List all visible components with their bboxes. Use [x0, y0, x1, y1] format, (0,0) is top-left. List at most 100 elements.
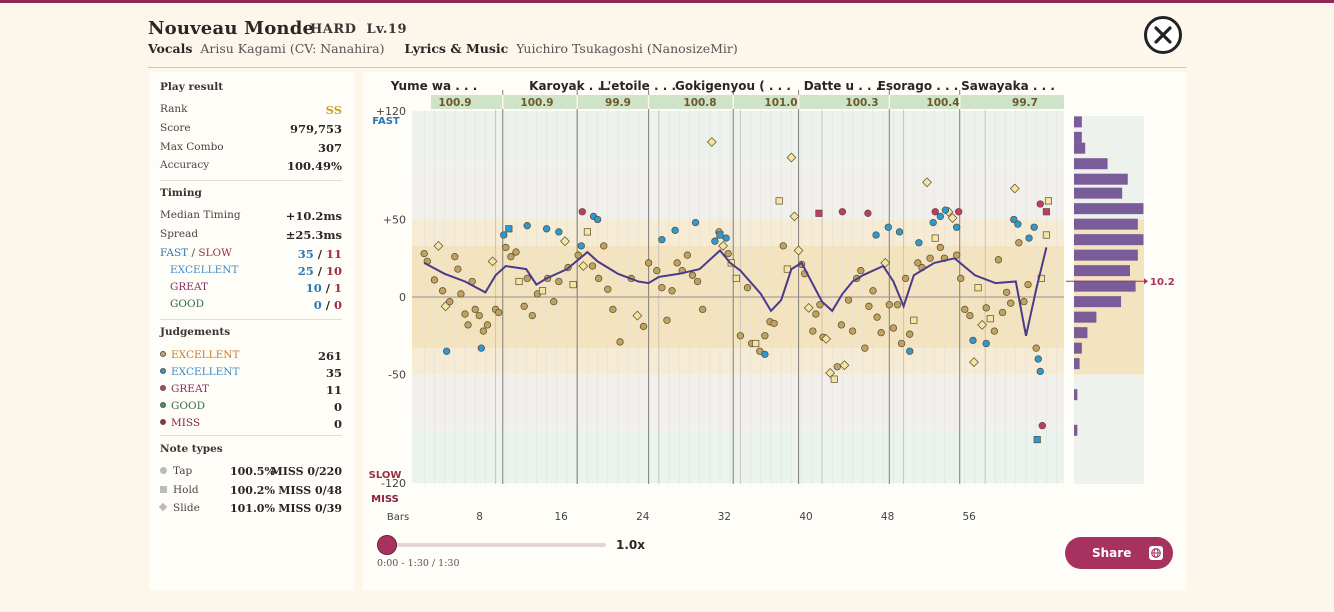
tap-icon [160, 466, 167, 474]
good-slow: 0 [333, 298, 342, 312]
judgement-label-wrap: GOOD [160, 400, 205, 412]
judgement-dot-icon [160, 351, 166, 357]
tap-label: Tap [173, 465, 193, 477]
note-type-slide-row: Slide 101.0% MISS 0/39 [158, 502, 342, 516]
score-value: 979,753 [289, 122, 342, 136]
judgement-count: 261 [317, 349, 342, 363]
accuracy-label: Accuracy [160, 159, 210, 171]
judgement-dot-icon [160, 368, 166, 374]
header-divider [148, 67, 1186, 68]
tap-pct: 100.5% [230, 465, 275, 478]
vocals-label: Vocals [148, 41, 193, 56]
slide-label: Slide [173, 502, 200, 514]
score-row: Score 979,753 [160, 122, 342, 136]
great-timing-value: 10 / 1 [305, 281, 342, 295]
timing-chart-panel [363, 72, 1186, 590]
note-types-heading: Note types [160, 443, 223, 455]
judgement-label-wrap: EXCELLENT [160, 349, 239, 361]
vocals-value: Arisu Kagami (CV: Nanahira) [200, 41, 385, 56]
note-type-hold-row: Hold 100.2% MISS 0/48 [160, 484, 342, 498]
difficulty-name: HARD [310, 22, 357, 37]
timing-heading: Timing [160, 187, 202, 199]
fast-label: FAST [160, 247, 189, 259]
spread-row: Spread ±25.3ms [160, 228, 342, 242]
judgement-count: 35 [325, 366, 342, 380]
share-button[interactable]: Share [1065, 537, 1173, 569]
judgement-row: GOOD 0 [160, 400, 342, 414]
hold-pct: 100.2% [230, 484, 275, 497]
accuracy-value: 100.49% [287, 159, 342, 173]
good-timing-value: 0 / 0 [313, 298, 342, 312]
max-combo-value: 307 [317, 141, 342, 155]
song-credits: Vocals Arisu Kagami (CV: Nanahira) Lyric… [148, 41, 738, 56]
judgement-row: EXCELLENT 261 [160, 349, 342, 363]
excellent-slow: 10 [325, 264, 342, 278]
top-accent-bar [0, 0, 1334, 3]
judgement-label-wrap: GREAT [160, 383, 209, 395]
score-label: Score [160, 122, 191, 134]
close-button[interactable] [1144, 16, 1182, 54]
difficulty-label: HARD Lv.19 [310, 22, 407, 37]
slow-label: SLOW [198, 247, 232, 259]
lyrics-label: Lyrics & Music [404, 41, 509, 56]
excellent-timing-row: EXCELLENT 25 / 10 [160, 264, 342, 278]
judgements-heading: Judgements [160, 326, 231, 338]
playback-time: 0:00 - 1:30 / 1:30 [377, 558, 460, 569]
judgement-label: EXCELLENT [171, 366, 240, 378]
hold-label: Hold [173, 484, 199, 496]
max-combo-label: Max Combo [160, 141, 224, 153]
judgement-label-wrap: MISS [160, 417, 200, 429]
hold-icon [160, 485, 167, 493]
spread-label: Spread [160, 228, 199, 240]
judgement-dot-icon [160, 385, 166, 391]
playback-slider-handle[interactable] [377, 535, 397, 555]
judgement-count: 0 [333, 417, 342, 431]
good-fast: 0 [313, 298, 322, 312]
median-timing-label: Median Timing [160, 209, 241, 221]
judgement-row: EXCELLENT 35 [160, 366, 342, 380]
fast-slow-label: FAST / SLOW [160, 247, 232, 259]
excellent-timing-value: 25 / 10 [297, 264, 342, 278]
divider [160, 319, 342, 320]
hold-label-wrap: Hold [160, 484, 199, 496]
song-title: Nouveau Monde [148, 18, 315, 39]
tap-label-wrap: Tap [160, 465, 192, 477]
fast-count: 35 [297, 247, 314, 261]
median-timing-row: Median Timing +10.2ms [160, 209, 342, 223]
spread-value: ±25.3ms [285, 228, 342, 242]
close-icon [1154, 26, 1172, 44]
play-result-heading: Play result [160, 81, 224, 93]
rank-value: SS [325, 103, 342, 117]
slow-count: 11 [325, 247, 342, 261]
lyrics-value: Yuichiro Tsukagoshi (NanosizeMir) [516, 41, 738, 56]
fast-slow-separator: / [191, 247, 196, 259]
divider [160, 180, 342, 181]
fast-slow-value: 35 / 11 [297, 247, 342, 261]
share-label: Share [1092, 546, 1132, 560]
median-timing-value: +10.2ms [285, 209, 342, 223]
judgement-row: MISS 0 [160, 417, 342, 431]
judgement-label: GOOD [171, 400, 206, 412]
fast-slow-row: FAST / SLOW 35 / 11 [160, 247, 342, 261]
accuracy-row: Accuracy 100.49% [160, 159, 342, 173]
good-timing-label: GOOD [170, 298, 205, 310]
great-timing-label: GREAT [170, 281, 208, 293]
difficulty-level: Lv.19 [366, 22, 408, 37]
divider [160, 435, 342, 436]
tap-miss: MISS 0/220 [270, 465, 342, 478]
playback-slider-track[interactable] [385, 543, 606, 547]
judgement-label-wrap: EXCELLENT [160, 366, 239, 378]
excellent-fast: 25 [297, 264, 314, 278]
slide-label-wrap: Slide [158, 502, 200, 514]
playback-speed[interactable]: 1.0x [616, 538, 645, 552]
hold-miss: MISS 0/48 [278, 484, 342, 497]
rank-label: Rank [160, 103, 188, 115]
rank-row: Rank SS [160, 103, 342, 117]
great-timing-row: GREAT 10 / 1 [160, 281, 342, 295]
globe-icon [1149, 546, 1163, 560]
judgement-count: 11 [325, 383, 342, 397]
slide-pct: 101.0% [230, 502, 275, 515]
max-combo-row: Max Combo 307 [160, 141, 342, 155]
note-type-tap-row: Tap 100.5% MISS 0/220 [160, 465, 342, 479]
excellent-timing-label: EXCELLENT [170, 264, 239, 276]
